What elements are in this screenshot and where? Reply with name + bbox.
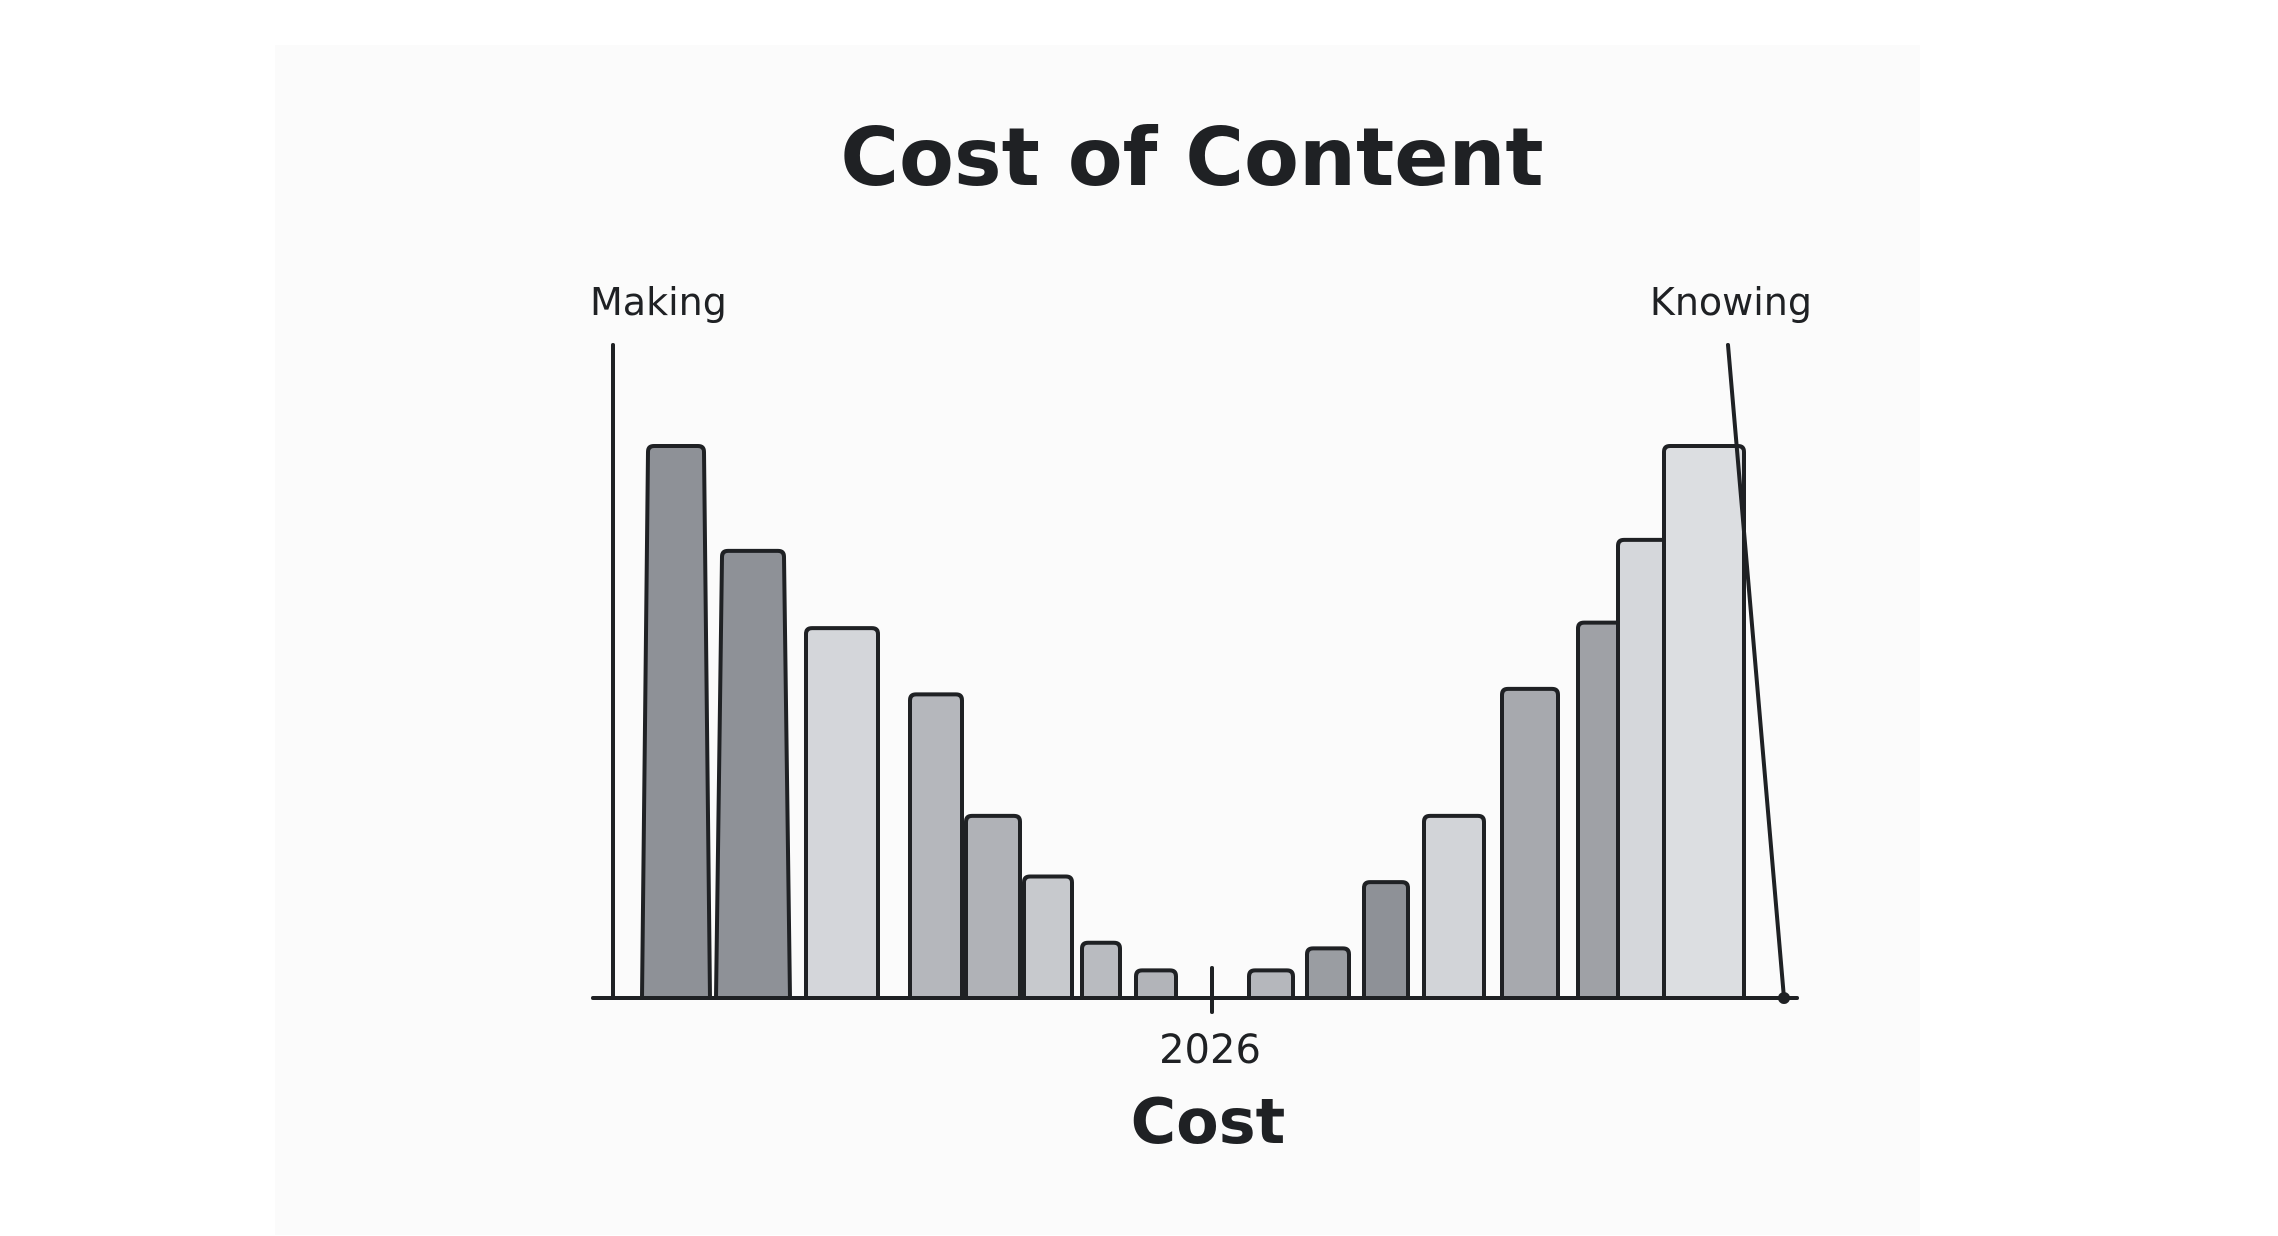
bar-12 <box>1422 813 1486 1000</box>
x-tick-label-2026: 2026 <box>1159 1027 1261 1073</box>
x-axis-label: Cost <box>1131 1085 1286 1158</box>
bar-16 <box>1662 444 1746 1000</box>
bar-3 <box>804 626 880 1000</box>
bar-4 <box>908 692 964 1000</box>
bar-6 <box>1022 874 1074 1000</box>
bar-11 <box>1362 880 1410 1000</box>
chart-title: Cost of Content <box>840 111 1543 204</box>
bar-10 <box>1305 946 1351 1000</box>
left-axis-label: Making <box>590 280 727 324</box>
bar-9 <box>1247 968 1295 1000</box>
bar-13 <box>1500 686 1560 1000</box>
bar-7 <box>1080 940 1122 1000</box>
right-axis-label: Knowing <box>1650 280 1812 324</box>
bars-group <box>640 444 1746 1000</box>
y-axis-right <box>1726 343 1786 1000</box>
bar-2 <box>714 548 792 1000</box>
bar-5 <box>964 813 1022 1000</box>
bar-8 <box>1134 968 1178 1000</box>
bar-1 <box>640 444 712 1000</box>
x-axis-end-dot <box>1778 992 1790 1004</box>
